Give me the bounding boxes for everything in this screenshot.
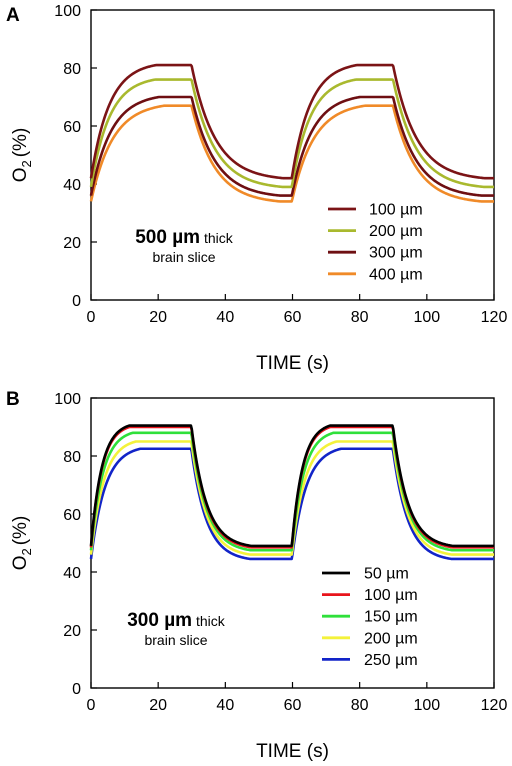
x-tick-label: 60	[284, 309, 302, 326]
chart-panel-b: B 0 20 40 60 80 100 120 0 20 40 60 80 100 TIME (s) O2 (%…	[6, 389, 507, 762]
x-tick-label: 100	[413, 309, 440, 326]
y-tick-label: 80	[63, 449, 81, 466]
y-tick-label: 40	[63, 177, 81, 194]
legend-label: 400 µm	[369, 266, 423, 283]
legend: 50 µm 100 µm 150 µm 200 µm 250 µm	[322, 566, 418, 669]
legend-label: 300 µm	[369, 245, 423, 262]
annotation-bold: 300 µm	[127, 610, 192, 631]
annotation-bold: 500 µm	[135, 227, 200, 248]
series-line-300-m	[89, 95, 495, 197]
y-tick-label: 40	[63, 565, 81, 582]
series-line-400-m	[89, 104, 495, 203]
x-tick-label: 80	[351, 309, 369, 326]
y-axis-title-unit: (%)	[10, 516, 31, 546]
x-tick-label: 60	[284, 697, 302, 714]
legend-label: 150 µm	[364, 609, 418, 626]
legend-label: 50 µm	[364, 566, 409, 583]
chart-panel-a: A 0 20 40 60 80 100 120 0 20 40 60 80 100 TIME (s) O2 (%…	[6, 3, 507, 374]
x-tick-label: 20	[149, 309, 167, 326]
y-axis-title-subscript: 2	[19, 548, 34, 555]
annotation-brain-slice: brain slice	[144, 632, 207, 648]
y-axis-title-main: O	[10, 556, 31, 571]
x-tick-label: 40	[216, 309, 234, 326]
legend-label: 200 µm	[369, 223, 423, 240]
y-axis-title: O2 (%)	[10, 128, 34, 183]
legend-label: 100 µm	[364, 587, 418, 604]
x-tick-label: 0	[87, 697, 96, 714]
x-tick-label: 120	[481, 309, 508, 326]
y-tick-label: 60	[63, 507, 81, 524]
x-tick-label: 40	[216, 697, 234, 714]
plot-frame	[90, 9, 495, 301]
series-line-50-m	[89, 424, 495, 548]
y-tick-label: 20	[63, 235, 81, 252]
x-tick-label: 100	[413, 697, 440, 714]
legend-label: 100 µm	[369, 202, 423, 219]
panel-letter: B	[6, 389, 20, 410]
y-axis-title-subscript: 2	[19, 160, 34, 167]
annotation-normal: thick	[192, 613, 226, 629]
series-line-100-m	[89, 63, 495, 180]
series-line-200-m	[89, 78, 495, 189]
x-axis-title: TIME (s)	[256, 353, 329, 374]
y-axis-title-unit: (%)	[10, 128, 31, 158]
legend-label: 200 µm	[364, 630, 418, 647]
y-tick-label: 0	[72, 293, 81, 310]
annotation-thickness: 500 µm thick	[135, 227, 234, 248]
x-tick-label: 120	[481, 697, 508, 714]
y-tick-label: 60	[63, 119, 81, 136]
panel-letter: A	[6, 5, 20, 26]
x-tick-label: 80	[351, 697, 369, 714]
legend: 100 µm 200 µm 300 µm 400 µm	[328, 202, 423, 283]
y-tick-label: 20	[63, 623, 81, 640]
y-tick-label: 0	[72, 681, 81, 698]
annotation-thickness: 300 µm thick	[127, 610, 226, 631]
y-tick-label: 80	[63, 61, 81, 78]
x-tick-label: 20	[149, 697, 167, 714]
y-tick-label: 100	[54, 391, 81, 408]
annotation-normal: thick	[200, 230, 234, 246]
y-axis-title: O2 (%)	[10, 516, 34, 571]
annotation-brain-slice: brain slice	[152, 249, 215, 265]
y-tick-label: 100	[54, 3, 81, 20]
x-axis-title: TIME (s)	[256, 741, 329, 762]
x-tick-label: 0	[87, 309, 96, 326]
legend-label: 250 µm	[364, 652, 418, 669]
y-axis-title-main: O	[10, 168, 31, 183]
